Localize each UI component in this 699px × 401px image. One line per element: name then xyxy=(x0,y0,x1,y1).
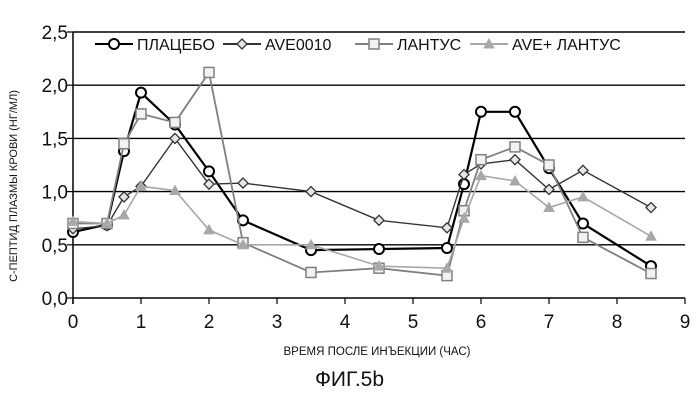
series-4 xyxy=(68,171,656,273)
data-point-square xyxy=(170,117,180,127)
data-point-circle xyxy=(578,219,588,229)
series-line xyxy=(73,138,651,228)
legend-item-2: AVE0010 xyxy=(223,37,332,54)
y-tick-label: 1,0 xyxy=(42,183,68,204)
data-point-square xyxy=(369,39,379,49)
axes: 0,0 0,5 1,0 1,5 2,0 2,5 0 1 2 3 4 5 6 7 8 9 xyxy=(42,23,691,333)
y-tick-label: 2,5 xyxy=(42,23,68,44)
data-point-triangle xyxy=(646,231,656,240)
legend-item-1: ПЛАЦЕБО xyxy=(95,37,215,54)
legend-item-4: AVE+ ЛАНТУС xyxy=(470,37,621,54)
y-tick-label: 0,0 xyxy=(42,289,68,310)
legend-label: AVE0010 xyxy=(265,37,332,54)
data-point-circle xyxy=(476,107,486,117)
data-point-square xyxy=(204,67,214,77)
legend: ПЛАЦЕБО AVE0010 ЛАНТУС AVE+ ЛАНТУС xyxy=(95,37,621,54)
data-point-square xyxy=(119,139,129,149)
grid xyxy=(73,32,685,245)
data-point-diamond xyxy=(374,215,384,225)
data-point-square xyxy=(136,109,146,119)
data-point-triangle xyxy=(119,210,129,219)
x-tick-label: 3 xyxy=(272,312,283,333)
x-tick-label: 7 xyxy=(544,312,555,333)
data-point-diamond xyxy=(170,133,180,143)
figure-caption: ФИГ.5b xyxy=(0,368,699,392)
data-point-circle xyxy=(204,166,214,176)
data-point-square xyxy=(306,267,316,277)
data-point-diamond xyxy=(306,187,316,197)
legend-label: ПЛАЦЕБО xyxy=(137,37,215,54)
x-tick-label: 2 xyxy=(204,312,215,333)
data-point-circle xyxy=(442,243,452,253)
data-point-circle xyxy=(136,88,146,98)
series-2 xyxy=(68,133,656,233)
data-point-circle xyxy=(510,107,520,117)
data-point-diamond xyxy=(204,179,214,189)
data-point-diamond xyxy=(119,192,129,202)
y-tick-label: 0,5 xyxy=(42,236,68,257)
legend-label: AVE+ ЛАНТУС xyxy=(512,37,621,54)
x-tick-label: 0 xyxy=(68,312,79,333)
y-axis-title: С-ПЕПТИД ПЛАЗМЫ КРОВИ (НГ/МЛ) xyxy=(8,90,20,282)
y-tick-label: 2,0 xyxy=(42,76,68,97)
plot-area xyxy=(68,67,656,280)
x-tick-label: 6 xyxy=(476,312,487,333)
data-point-circle xyxy=(109,39,119,49)
data-point-circle xyxy=(374,244,384,254)
x-axis-title: ВРЕМЯ ПОСЛЕ ИНЪЕКЦИИ (ЧАС) xyxy=(284,346,471,358)
data-point-square xyxy=(476,155,486,165)
data-point-square xyxy=(578,232,588,242)
data-point-diamond xyxy=(238,178,248,188)
y-tick-label: 1,5 xyxy=(42,129,68,150)
legend-item-3: ЛАНТУС xyxy=(355,37,461,54)
data-point-square xyxy=(544,160,554,170)
x-tick-label: 4 xyxy=(340,312,351,333)
x-tick-label: 1 xyxy=(136,312,147,333)
data-point-diamond xyxy=(646,203,656,213)
x-tick-label: 5 xyxy=(408,312,419,333)
data-point-square xyxy=(646,269,656,279)
x-tick-label: 8 xyxy=(612,312,623,333)
x-tick-label: 9 xyxy=(680,312,691,333)
data-point-diamond xyxy=(578,165,588,175)
data-point-triangle xyxy=(578,192,588,201)
series-line xyxy=(73,176,651,269)
data-point-square xyxy=(510,142,520,152)
legend-label: ЛАНТУС xyxy=(397,37,461,54)
data-point-diamond xyxy=(237,39,247,49)
